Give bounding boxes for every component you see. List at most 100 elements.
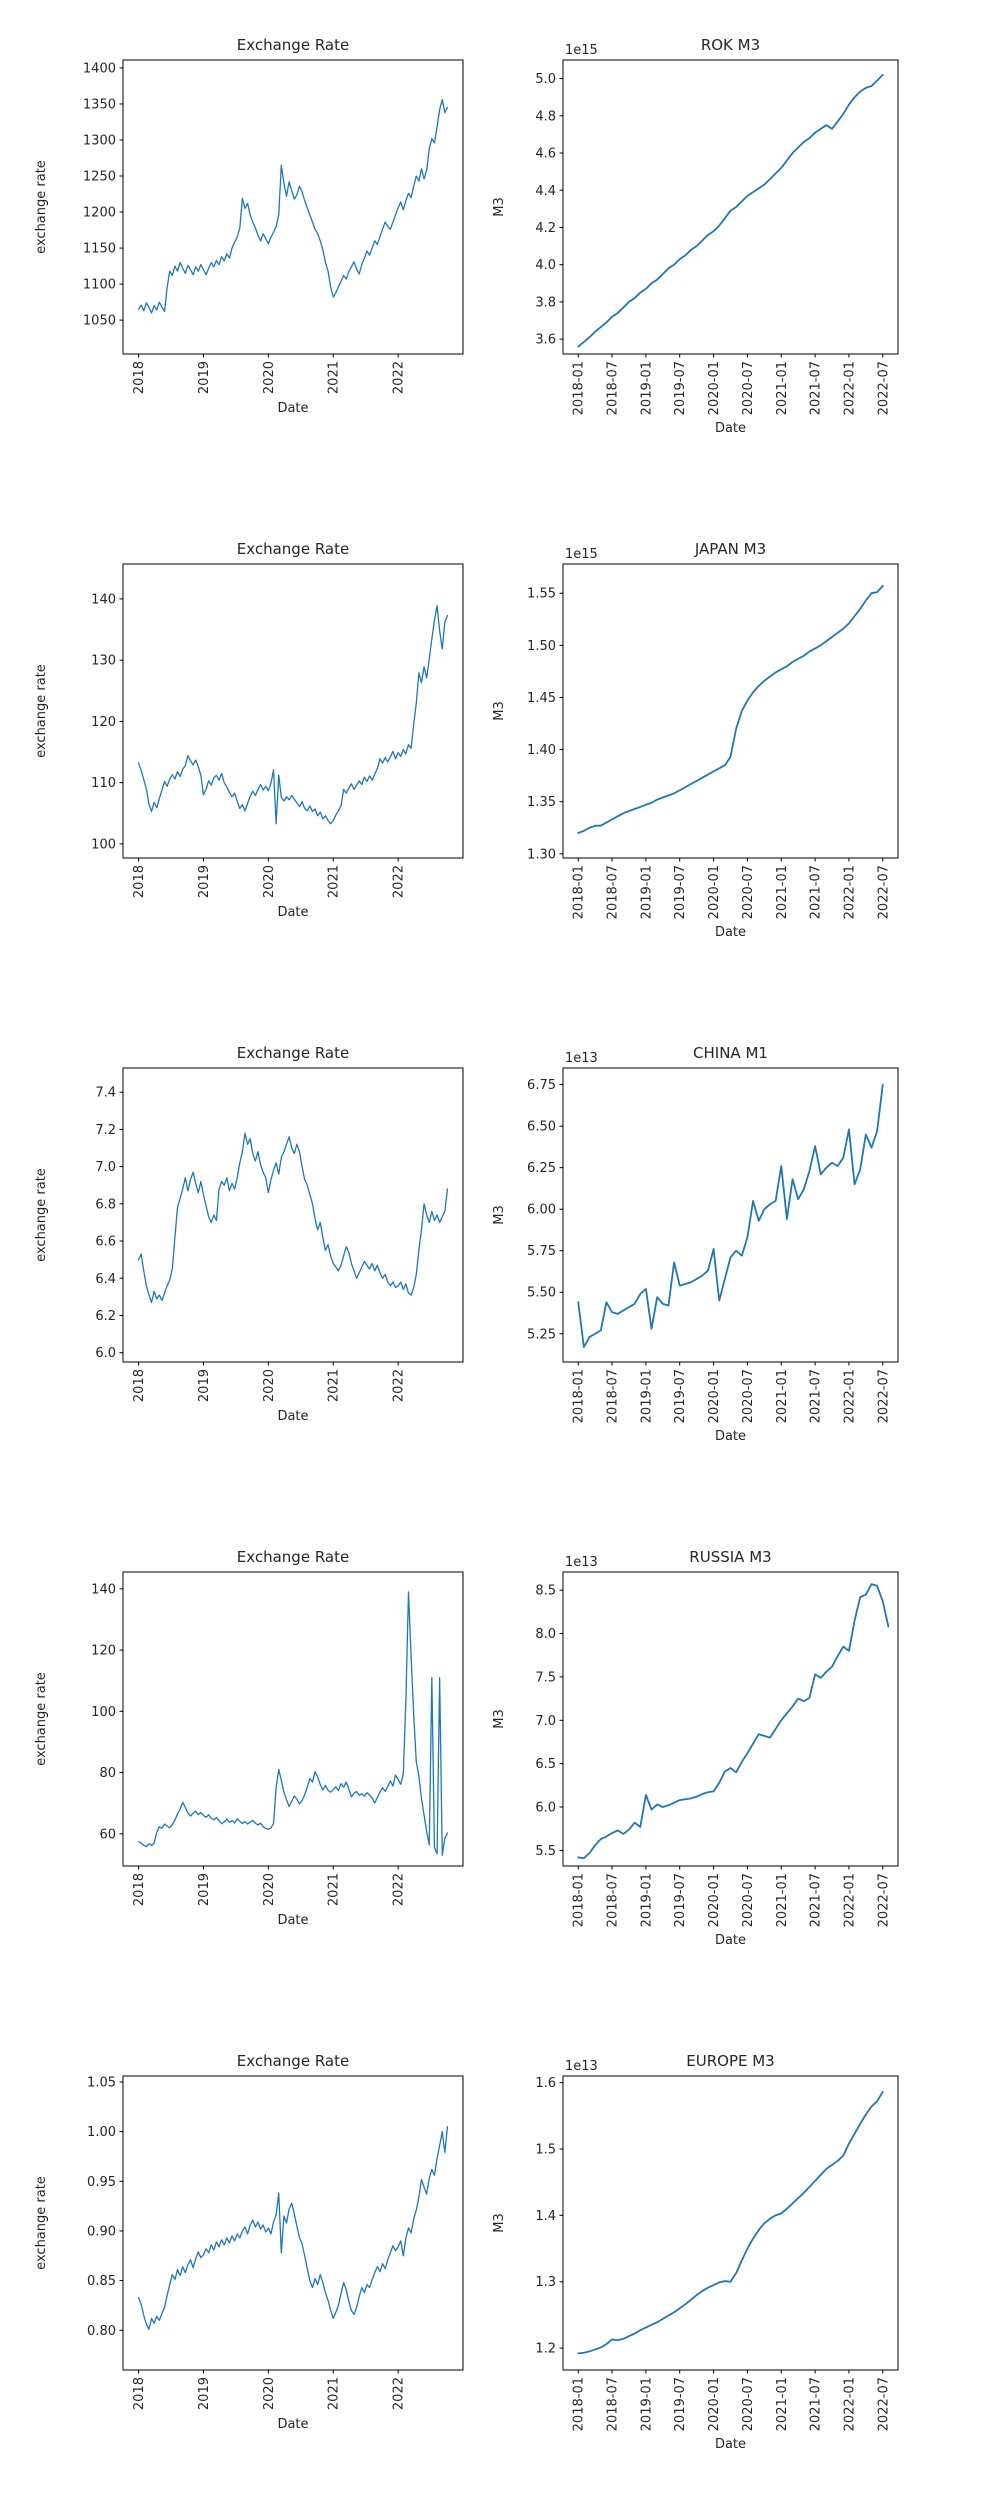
y-tick-label: 3.6	[535, 333, 556, 348]
y-tick-label: 100	[91, 1705, 116, 1720]
y-tick-label: 6.4	[95, 1272, 116, 1287]
y-tick-label: 7.0	[95, 1160, 116, 1175]
x-axis-label: Date	[277, 1913, 308, 1928]
y-tick-label: 0.80	[87, 2324, 116, 2339]
x-tick-label: 2020-07	[741, 1369, 756, 1423]
chart-title: Exchange Rate	[237, 1548, 349, 1566]
axis-offset-text: 1e15	[565, 43, 598, 58]
x-tick-label: 2022	[392, 361, 407, 394]
x-tick-label: 2021-01	[775, 361, 790, 415]
x-tick-label: 2020-07	[741, 1873, 756, 1927]
x-tick-label: 2019-01	[639, 865, 654, 919]
axis-offset-text: 1e13	[565, 1555, 598, 1570]
x-tick-label: 2018	[132, 361, 147, 394]
data-line	[137, 605, 449, 825]
y-tick-label: 1.2	[535, 2342, 556, 2357]
y-tick-label: 1.05	[87, 2075, 116, 2090]
x-tick-label: 2020-07	[741, 865, 756, 919]
y-tick-label: 4.0	[535, 258, 556, 273]
x-axis-label: Date	[277, 401, 308, 416]
y-tick-label: 6.8	[95, 1197, 116, 1212]
plot-area	[122, 2075, 464, 2371]
x-tick-label: 2022-07	[876, 2377, 891, 2431]
x-tick-label: 2019-07	[673, 1873, 688, 1927]
y-tick-label: 110	[91, 776, 116, 791]
data-line	[137, 2126, 449, 2330]
y-axis-label: exchange rate	[34, 664, 49, 758]
x-tick-label: 2018-01	[572, 865, 587, 919]
chart-cny-exchange-rate: Exchange Rate 6.0 6.2 6.4 6.6 6.8 7.0 7.2 7.4 201…	[34, 1044, 464, 1424]
y-tick-label: 7.5	[535, 1670, 556, 1685]
chart-title: Exchange Rate	[237, 36, 349, 54]
y-tick-label: 4.8	[535, 109, 556, 124]
y-tick-label: 7.2	[95, 1123, 116, 1138]
chart-china-m1: CHINA M1 1e13 5.25 5.50 5.75 6.00 6.25 6.50 6.75…	[492, 1044, 899, 1444]
y-tick-label: 1200	[83, 206, 116, 221]
x-tick-label: 2019-01	[639, 361, 654, 415]
y-tick-label: 1250	[83, 170, 116, 185]
x-tick-label: 2018	[132, 2377, 147, 2410]
x-axis-label: Date	[715, 421, 746, 436]
axis-offset-text: 1e15	[565, 547, 598, 562]
y-tick-label: 8.5	[535, 1584, 556, 1599]
x-tick-label: 2022-07	[876, 361, 891, 415]
plot-area	[122, 563, 464, 859]
axis-offset-text: 1e13	[565, 1051, 598, 1066]
y-tick-label: 1.6	[535, 2076, 556, 2091]
y-tick-label: 1300	[83, 133, 116, 148]
y-tick-label: 6.2	[95, 1309, 116, 1324]
y-tick-label: 140	[91, 1582, 116, 1597]
x-tick-label: 2021-01	[775, 2377, 790, 2431]
y-axis-label: M3	[492, 197, 507, 217]
plot-area	[562, 2075, 899, 2371]
x-tick-label: 2018	[132, 865, 147, 898]
y-tick-label: 1.45	[527, 691, 556, 706]
x-tick-label: 2022-07	[876, 1369, 891, 1423]
y-tick-label: 1.50	[527, 639, 556, 654]
x-tick-label: 2022-01	[842, 361, 857, 415]
data-line	[577, 1583, 890, 1860]
x-tick-label: 2022	[392, 2377, 407, 2410]
data-line	[577, 2091, 884, 2355]
y-tick-label: 130	[91, 654, 116, 669]
x-tick-label: 2021-07	[809, 1369, 824, 1423]
y-tick-label: 1.35	[527, 795, 556, 810]
x-tick-label: 2021	[327, 2377, 342, 2410]
y-tick-label: 6.0	[535, 1801, 556, 1816]
y-tick-label: 1.30	[527, 847, 556, 862]
x-axis-label: Date	[715, 2437, 746, 2452]
x-tick-label: 2019	[197, 1873, 212, 1906]
x-tick-label: 2019	[197, 2377, 212, 2410]
y-tick-label: 60	[99, 1827, 116, 1842]
x-tick-label: 2021	[327, 1873, 342, 1906]
y-tick-label: 0.85	[87, 2274, 116, 2289]
chart-eur-exchange-rate: Exchange Rate 0.80 0.85 0.90 0.95 1.00 1.05 201…	[34, 2052, 464, 2432]
y-tick-label: 1.5	[535, 2143, 556, 2158]
y-tick-label: 1400	[83, 61, 116, 76]
y-tick-label: 7.0	[535, 1714, 556, 1729]
y-tick-label: 80	[99, 1766, 116, 1781]
y-tick-label: 0.95	[87, 2175, 116, 2190]
x-tick-label: 2021-01	[775, 865, 790, 919]
plot-area	[562, 1571, 899, 1867]
chart-krw-exchange-rate: Exchange Rate 1050 1100 1150 1200 1250 1300 135…	[34, 36, 464, 416]
data-line	[137, 98, 449, 314]
y-axis-label: M3	[492, 2213, 507, 2233]
x-tick-label: 2020-01	[707, 1873, 722, 1927]
y-tick-label: 1.00	[87, 2125, 116, 2140]
y-tick-label: 5.0	[535, 72, 556, 87]
x-axis-label: Date	[277, 2417, 308, 2432]
data-line	[577, 1083, 884, 1348]
x-tick-label: 2020	[262, 865, 277, 898]
chart-europe-m3: EUROPE M3 1e13 1.2 1.3 1.4 1.5 1.6 2018-01 2018-…	[492, 2052, 899, 2452]
x-tick-label: 2021	[327, 1369, 342, 1402]
x-tick-label: 2019-07	[673, 865, 688, 919]
y-tick-label: 1350	[83, 97, 116, 112]
x-tick-label: 2020	[262, 1873, 277, 1906]
plot-area	[562, 1067, 899, 1363]
y-tick-label: 140	[91, 592, 116, 607]
y-tick-label: 4.2	[535, 221, 556, 236]
x-tick-label: 2021-01	[775, 1369, 790, 1423]
y-tick-label: 4.4	[535, 184, 556, 199]
